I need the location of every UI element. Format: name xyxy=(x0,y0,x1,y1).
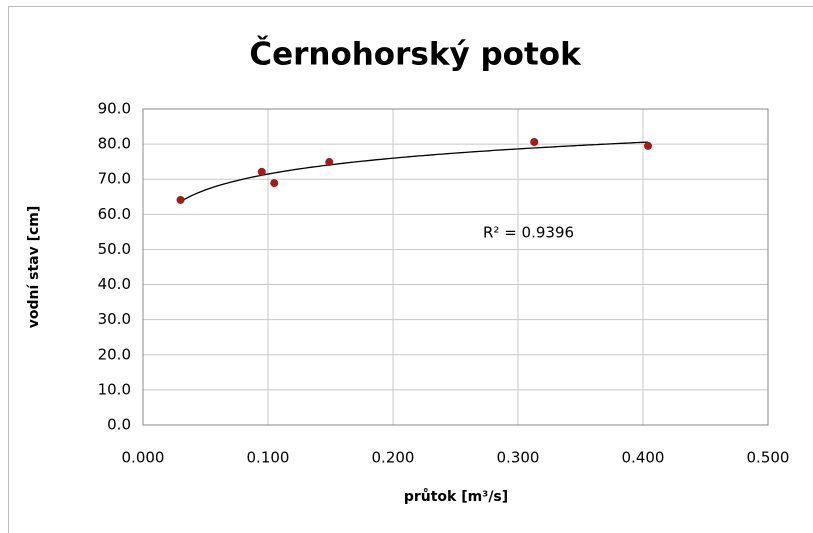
point xyxy=(644,141,652,150)
point xyxy=(530,138,539,147)
x-axis-label: průtok [m³/s] xyxy=(404,488,508,505)
y-tick-label: 50.0 xyxy=(98,240,131,258)
y-tick-label: 10.0 xyxy=(98,380,131,398)
y-tick-label: 70.0 xyxy=(98,170,131,188)
y-tick-label: 20.0 xyxy=(98,345,131,363)
plot-border xyxy=(142,108,769,426)
x-tick-label: 0.200 xyxy=(372,449,415,467)
point xyxy=(257,167,266,176)
y-tick-label: 30.0 xyxy=(98,310,131,328)
y-tick-label: 40.0 xyxy=(98,275,131,293)
point xyxy=(325,158,334,167)
y-tick-label: 60.0 xyxy=(98,205,131,223)
trendline xyxy=(180,141,649,203)
point xyxy=(270,179,279,188)
x-tick-label: 0.100 xyxy=(247,449,290,467)
x-tick-label: 0.500 xyxy=(747,449,790,467)
point xyxy=(176,195,185,204)
y-tick-label: 0.0 xyxy=(107,416,131,434)
y-tick-label: 90.0 xyxy=(98,100,131,118)
y-tick-label: 80.0 xyxy=(98,135,131,153)
x-tick-label: 0.000 xyxy=(122,449,165,467)
x-tick-label: 0.300 xyxy=(497,449,540,467)
annotation: R² = 0.9396 xyxy=(483,224,574,242)
chart-title: Černohorský potok xyxy=(249,36,582,73)
x-tick-label: 0.400 xyxy=(622,449,665,467)
y-axis-label: vodní stav [cm] xyxy=(26,206,42,329)
